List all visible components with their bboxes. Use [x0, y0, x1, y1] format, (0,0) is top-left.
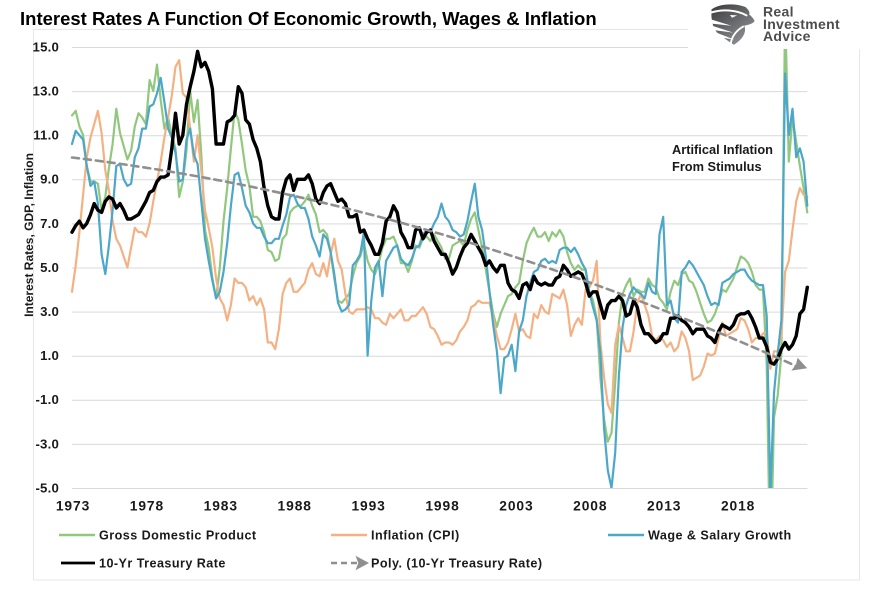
svg-text:2018: 2018 — [721, 499, 755, 514]
svg-text:Artifical Inflation: Artifical Inflation — [672, 142, 773, 157]
svg-text:7.0: 7.0 — [40, 216, 59, 231]
svg-text:-3.0: -3.0 — [35, 436, 59, 451]
svg-text:1993: 1993 — [351, 499, 385, 514]
svg-text:2013: 2013 — [647, 499, 681, 514]
svg-text:From Stimulus: From Stimulus — [672, 159, 762, 174]
svg-text:Investment: Investment — [763, 16, 840, 32]
svg-text:1973: 1973 — [56, 499, 90, 514]
svg-text:-5.0: -5.0 — [35, 480, 59, 495]
svg-text:5.0: 5.0 — [40, 260, 59, 275]
svg-text:-1.0: -1.0 — [35, 392, 59, 407]
svg-text:Inflation (CPI): Inflation (CPI) — [371, 529, 460, 543]
svg-text:Interest Rates, GDP, Inflation: Interest Rates, GDP, Inflation — [22, 153, 36, 317]
svg-text:2008: 2008 — [573, 499, 607, 514]
svg-text:Real: Real — [763, 4, 794, 20]
svg-text:11.0: 11.0 — [33, 128, 59, 143]
svg-text:1988: 1988 — [278, 499, 312, 514]
svg-text:Poly. (10-Yr Treasury Rate): Poly. (10-Yr Treasury Rate) — [371, 557, 543, 571]
svg-text:9.0: 9.0 — [40, 172, 59, 187]
svg-text:Gross Domestic Product: Gross Domestic Product — [99, 529, 257, 543]
svg-text:1998: 1998 — [425, 499, 459, 514]
svg-text:1978: 1978 — [130, 499, 164, 514]
svg-text:2003: 2003 — [499, 499, 533, 514]
svg-text:3.0: 3.0 — [40, 304, 59, 319]
svg-text:1.0: 1.0 — [40, 348, 59, 363]
svg-text:1983: 1983 — [204, 499, 238, 514]
svg-text:Wage & Salary Growth: Wage & Salary Growth — [648, 529, 792, 543]
svg-text:Interest Rates A Function Of E: Interest Rates A Function Of Economic Gr… — [20, 8, 597, 29]
svg-text:13.0: 13.0 — [33, 84, 59, 99]
svg-text:15.0: 15.0 — [33, 39, 59, 54]
svg-text:Advice: Advice — [763, 28, 811, 44]
svg-text:10-Yr Treasury Rate: 10-Yr Treasury Rate — [99, 557, 226, 571]
